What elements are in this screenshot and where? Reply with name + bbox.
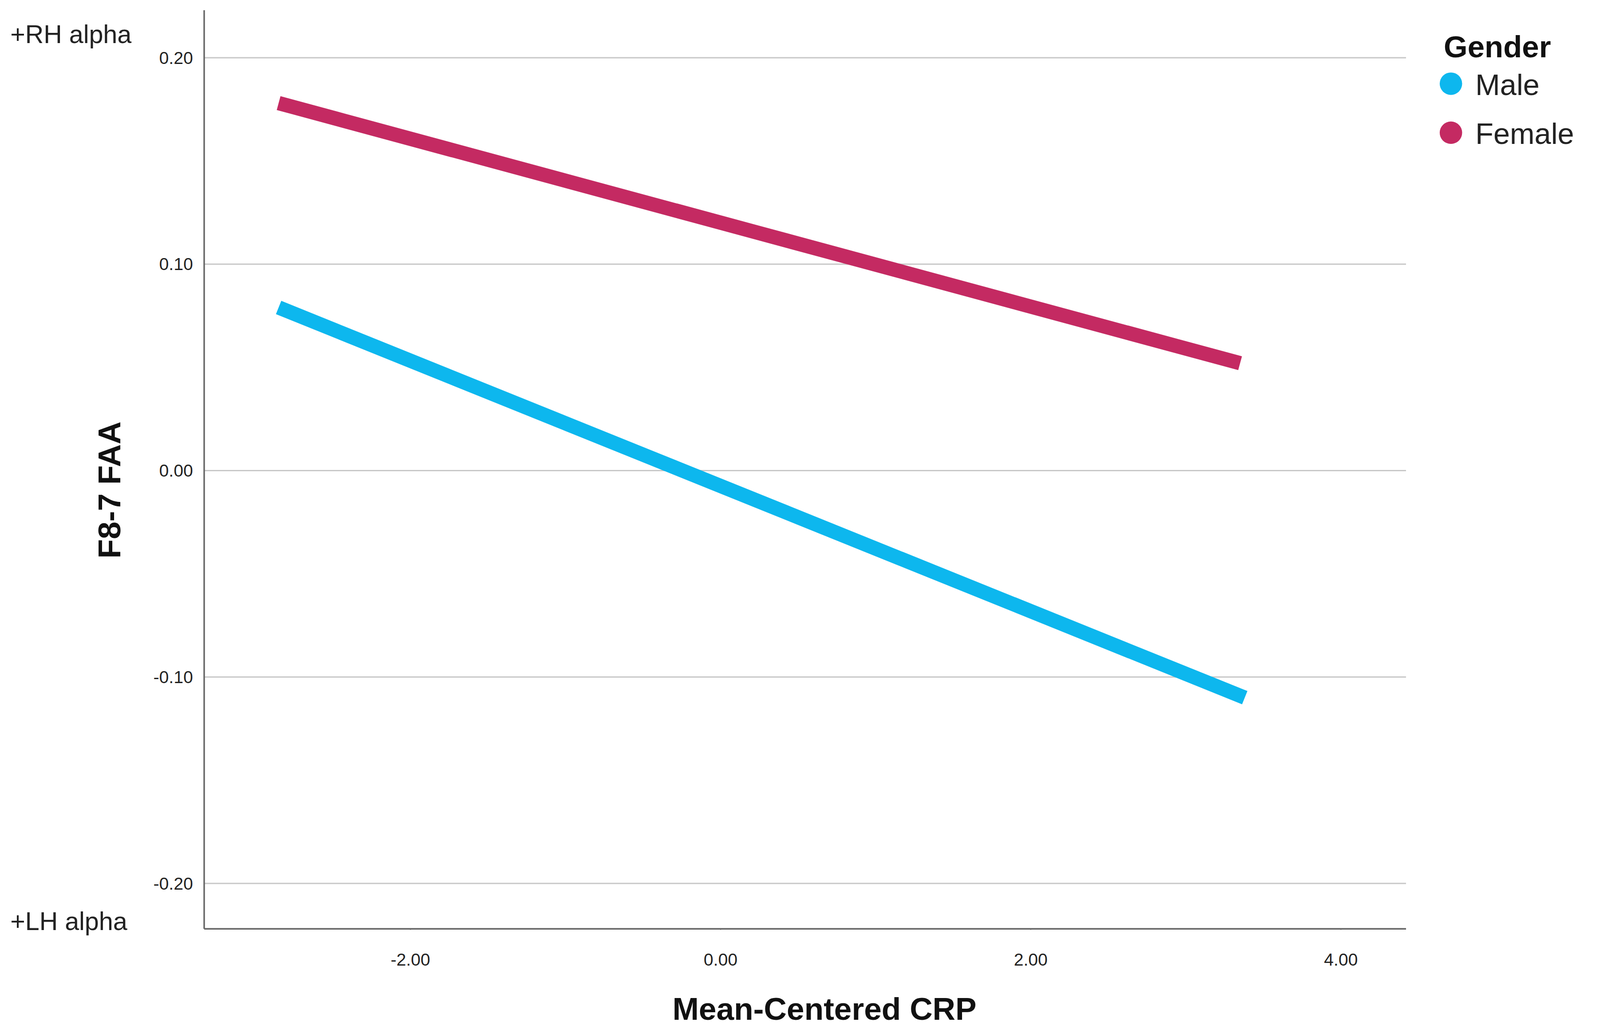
annotation: +LH alpha (10, 906, 128, 935)
x-axis-title: Mean-Centered CRP (672, 990, 977, 1026)
grid-line (204, 469, 1406, 472)
annotation: +RH alpha (10, 19, 132, 49)
series-line (278, 102, 1241, 364)
y-tick-label: 0.00 (159, 460, 194, 480)
series-line (278, 307, 1245, 698)
grid-line (204, 56, 1406, 59)
y-axis (203, 10, 205, 929)
legend-marker (1439, 72, 1463, 96)
grid-line (204, 676, 1406, 678)
legend-label: Male (1475, 68, 1540, 102)
x-axis (204, 927, 1406, 930)
legend-label: Female (1475, 117, 1574, 151)
legend-marker (1439, 121, 1463, 144)
y-axis-title: F8-7 FAA (91, 421, 127, 559)
y-tick-label: -0.10 (153, 667, 194, 687)
legend-title: Gender (1443, 29, 1551, 64)
y-tick-label: 0.10 (159, 254, 194, 274)
x-tick-label: 4.00 (1323, 949, 1358, 969)
plot-area (278, 102, 1245, 698)
x-tick-label: 2.00 (1013, 949, 1048, 969)
chart: -0.20 -0.10 0.00 0.10 0.20 -2.00 0.00 2.00 4.00 +… (0, 0, 1600, 1034)
grid-line (204, 263, 1406, 265)
x-tick-label: -2.00 (390, 949, 431, 969)
y-tick-label: -0.20 (153, 873, 194, 893)
x-tick-label: 0.00 (703, 949, 738, 969)
grid-line (204, 882, 1406, 884)
y-tick-label: 0.20 (159, 48, 194, 68)
